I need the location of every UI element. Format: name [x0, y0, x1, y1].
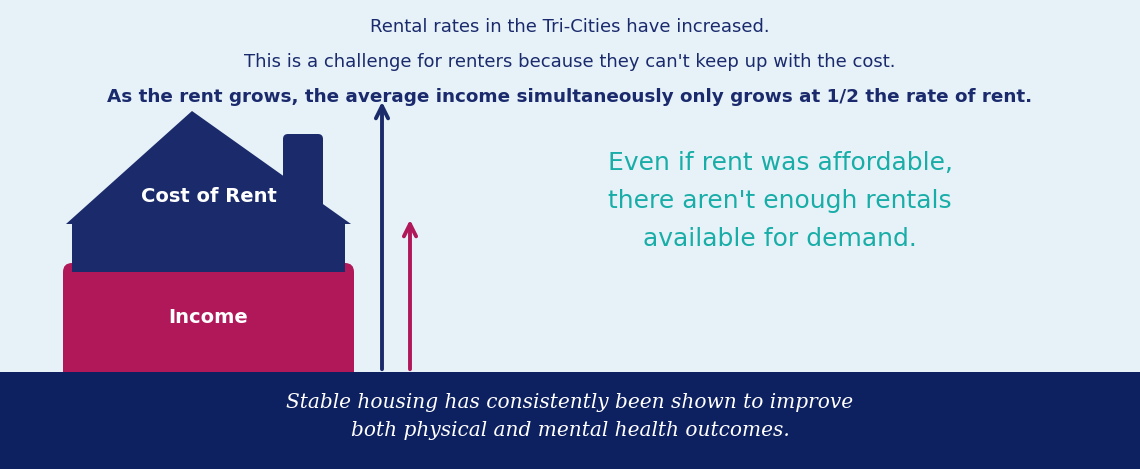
FancyBboxPatch shape	[63, 263, 355, 381]
Bar	[72, 223, 345, 284]
Text: Income: Income	[169, 308, 249, 326]
Text: Even if rent was affordable,
there aren't enough rentals
available for demand.: Even if rent was affordable, there aren'…	[608, 151, 953, 251]
Polygon shape	[66, 111, 351, 224]
Text: This is a challenge for renters because they can't keep up with the cost.: This is a challenge for renters because …	[244, 53, 896, 71]
Bar	[0, 372, 1140, 469]
FancyBboxPatch shape	[283, 134, 323, 241]
Text: Rental rates in the Tri-Cities have increased.: Rental rates in the Tri-Cities have incr…	[370, 18, 770, 36]
Text: As the rent grows, the average income simultaneously only grows at 1/2 the rate : As the rent grows, the average income si…	[107, 88, 1033, 106]
Text: Stable housing has consistently been shown to improve
both physical and mental h: Stable housing has consistently been sho…	[286, 393, 854, 440]
Text: Cost of Rent: Cost of Rent	[140, 187, 276, 206]
Bar	[72, 224, 345, 272]
